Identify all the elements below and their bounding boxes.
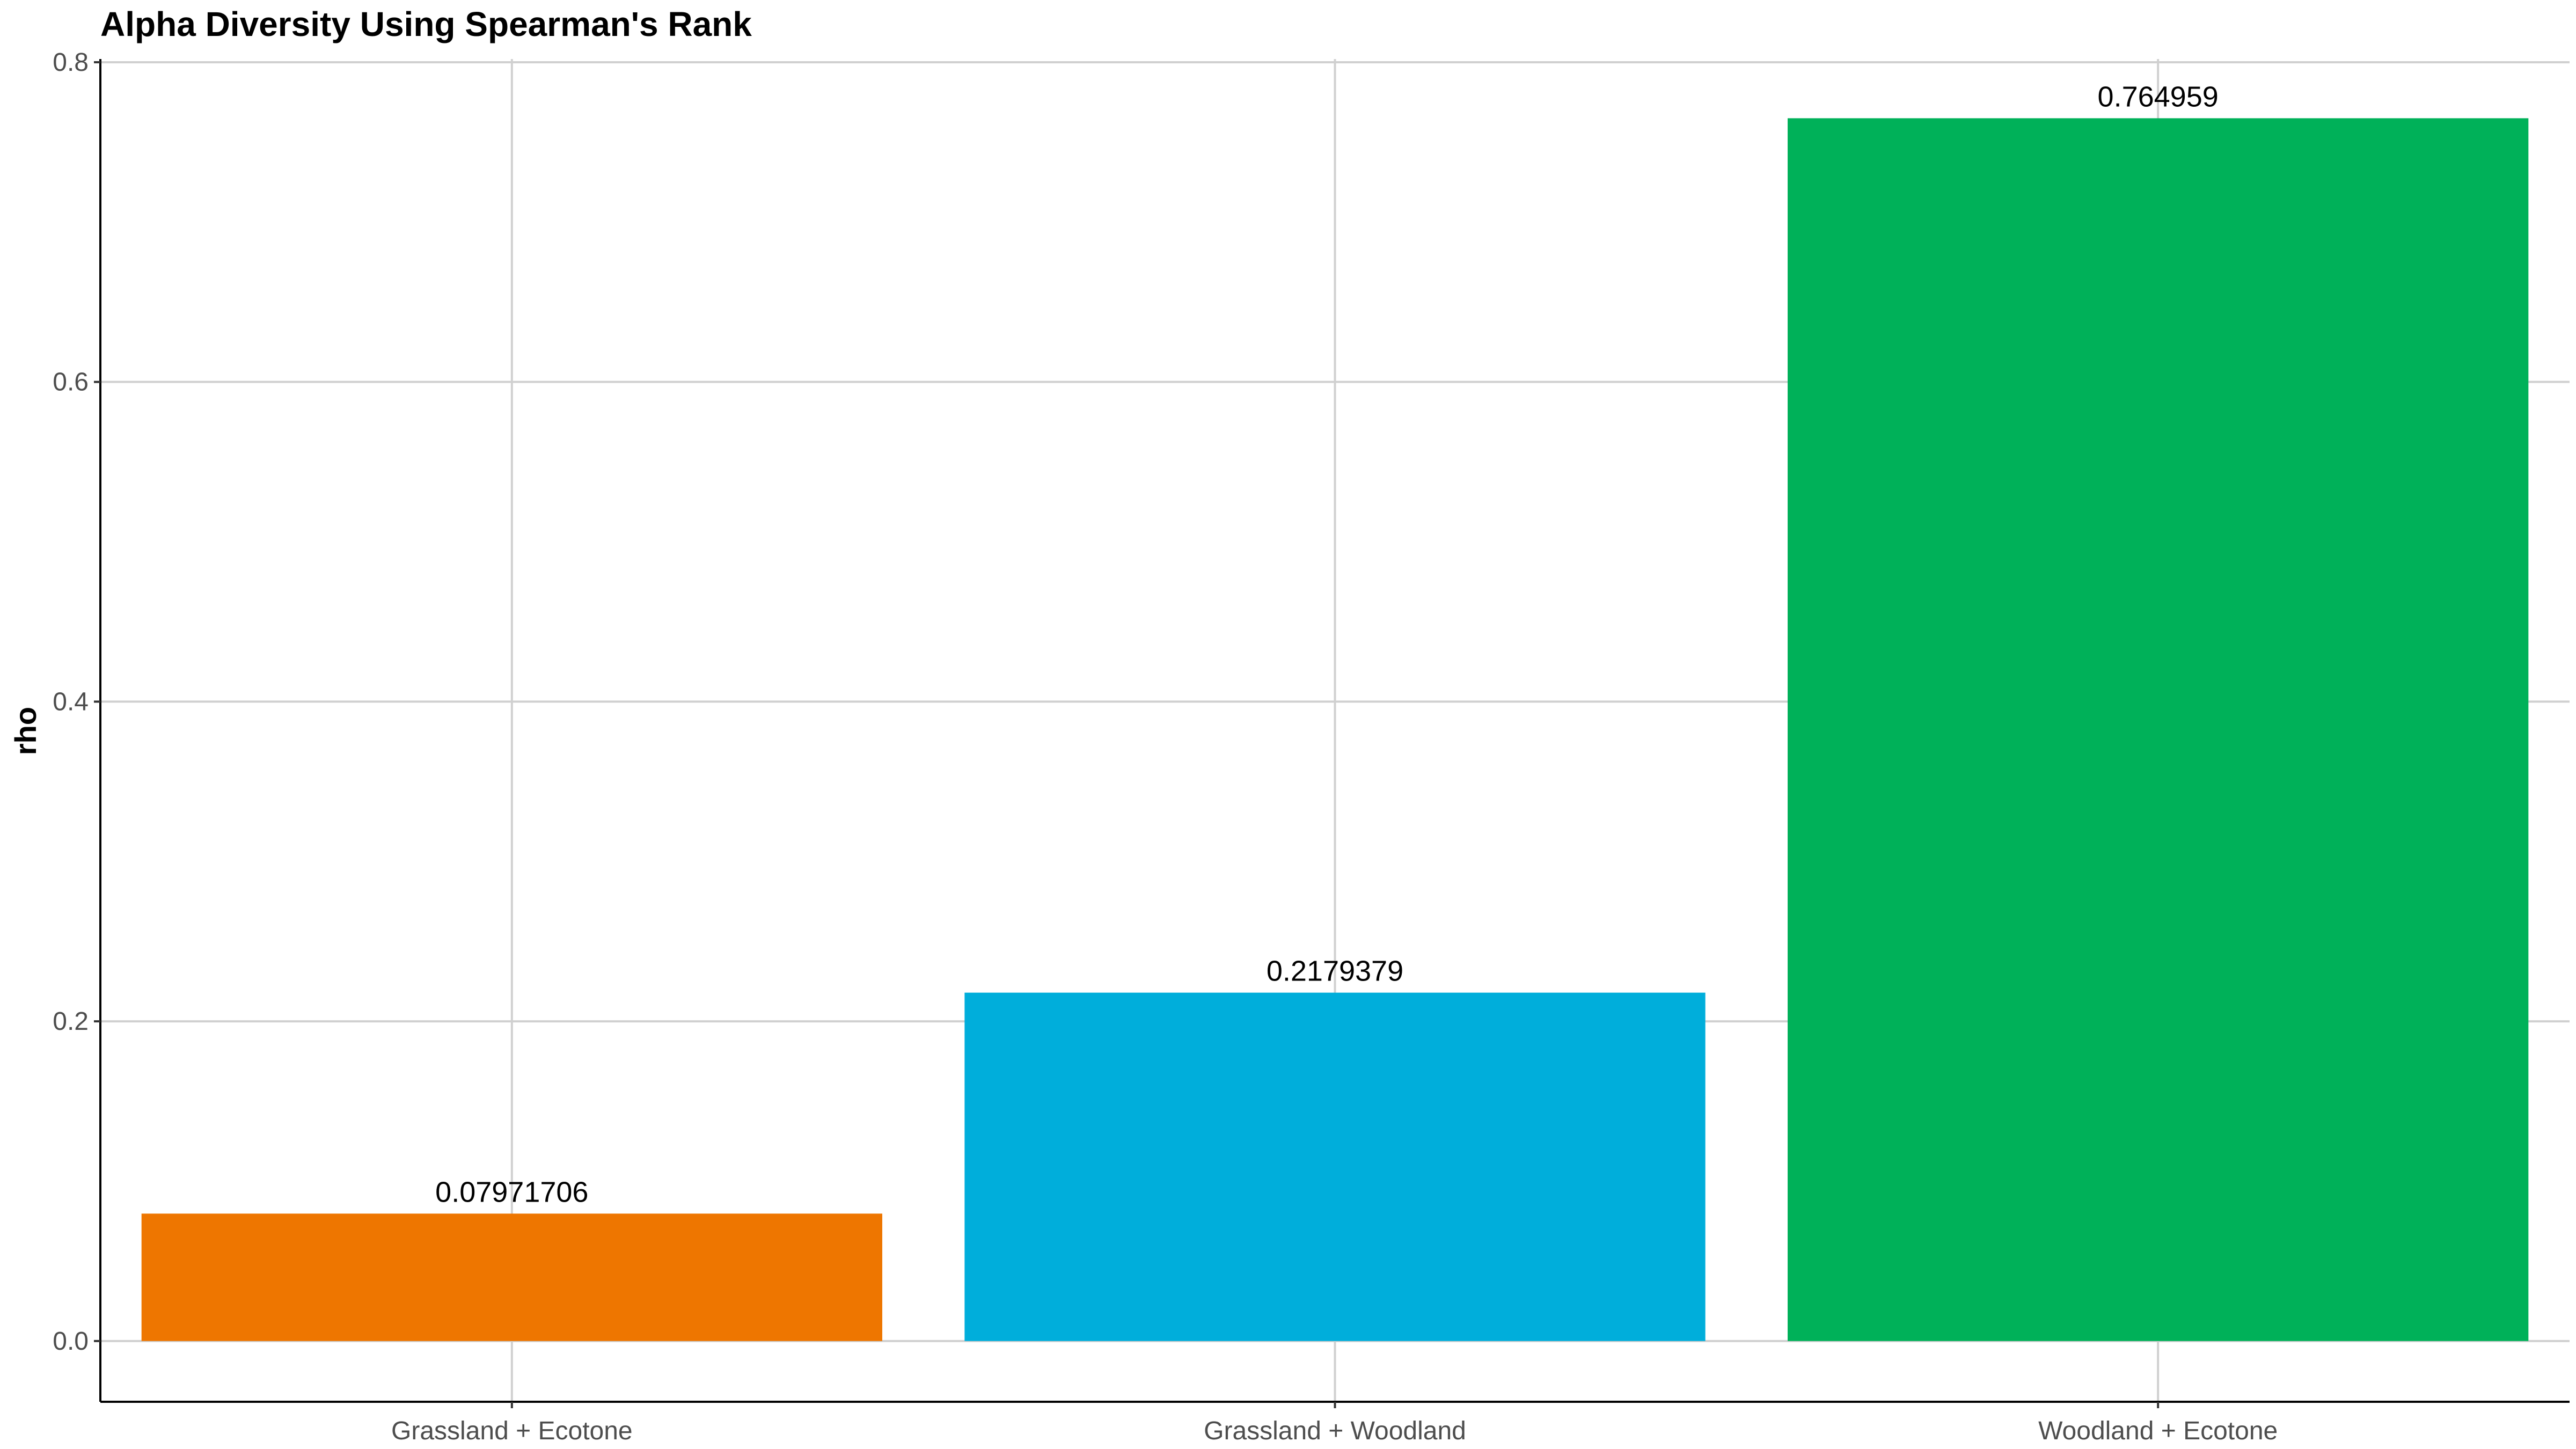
y-tick-label: 0.0 bbox=[53, 1327, 89, 1356]
y-axis-ticks: 0.0 0.2 0.4 0.6 0.8 bbox=[53, 48, 100, 1356]
x-tick-label: Woodland + Ecotone bbox=[2038, 1417, 2278, 1445]
data-label: 0.764959 bbox=[2098, 80, 2219, 113]
bar bbox=[1788, 118, 2529, 1341]
bar bbox=[964, 992, 1706, 1341]
y-tick-label: 0.2 bbox=[53, 1007, 89, 1036]
x-tick-label: Grassland + Woodland bbox=[1204, 1417, 1466, 1445]
bars bbox=[141, 118, 2529, 1341]
x-tick-label: Grassland + Ecotone bbox=[391, 1417, 633, 1445]
y-tick-label: 0.4 bbox=[53, 687, 89, 716]
y-tick-label: 0.6 bbox=[53, 368, 89, 397]
y-tick-label: 0.8 bbox=[53, 48, 89, 77]
x-axis-ticks: Grassland + Ecotone Grassland + Woodland W… bbox=[391, 1402, 2278, 1445]
data-labels: 0.07971706 0.2179379 0.764959 bbox=[435, 80, 2219, 1208]
bar bbox=[141, 1213, 882, 1341]
chart-title: Alpha Diversity Using Spearman's Rank bbox=[100, 5, 752, 43]
data-label: 0.2179379 bbox=[1267, 955, 1403, 987]
y-axis-label: rho bbox=[9, 707, 42, 755]
data-label: 0.07971706 bbox=[435, 1176, 588, 1208]
